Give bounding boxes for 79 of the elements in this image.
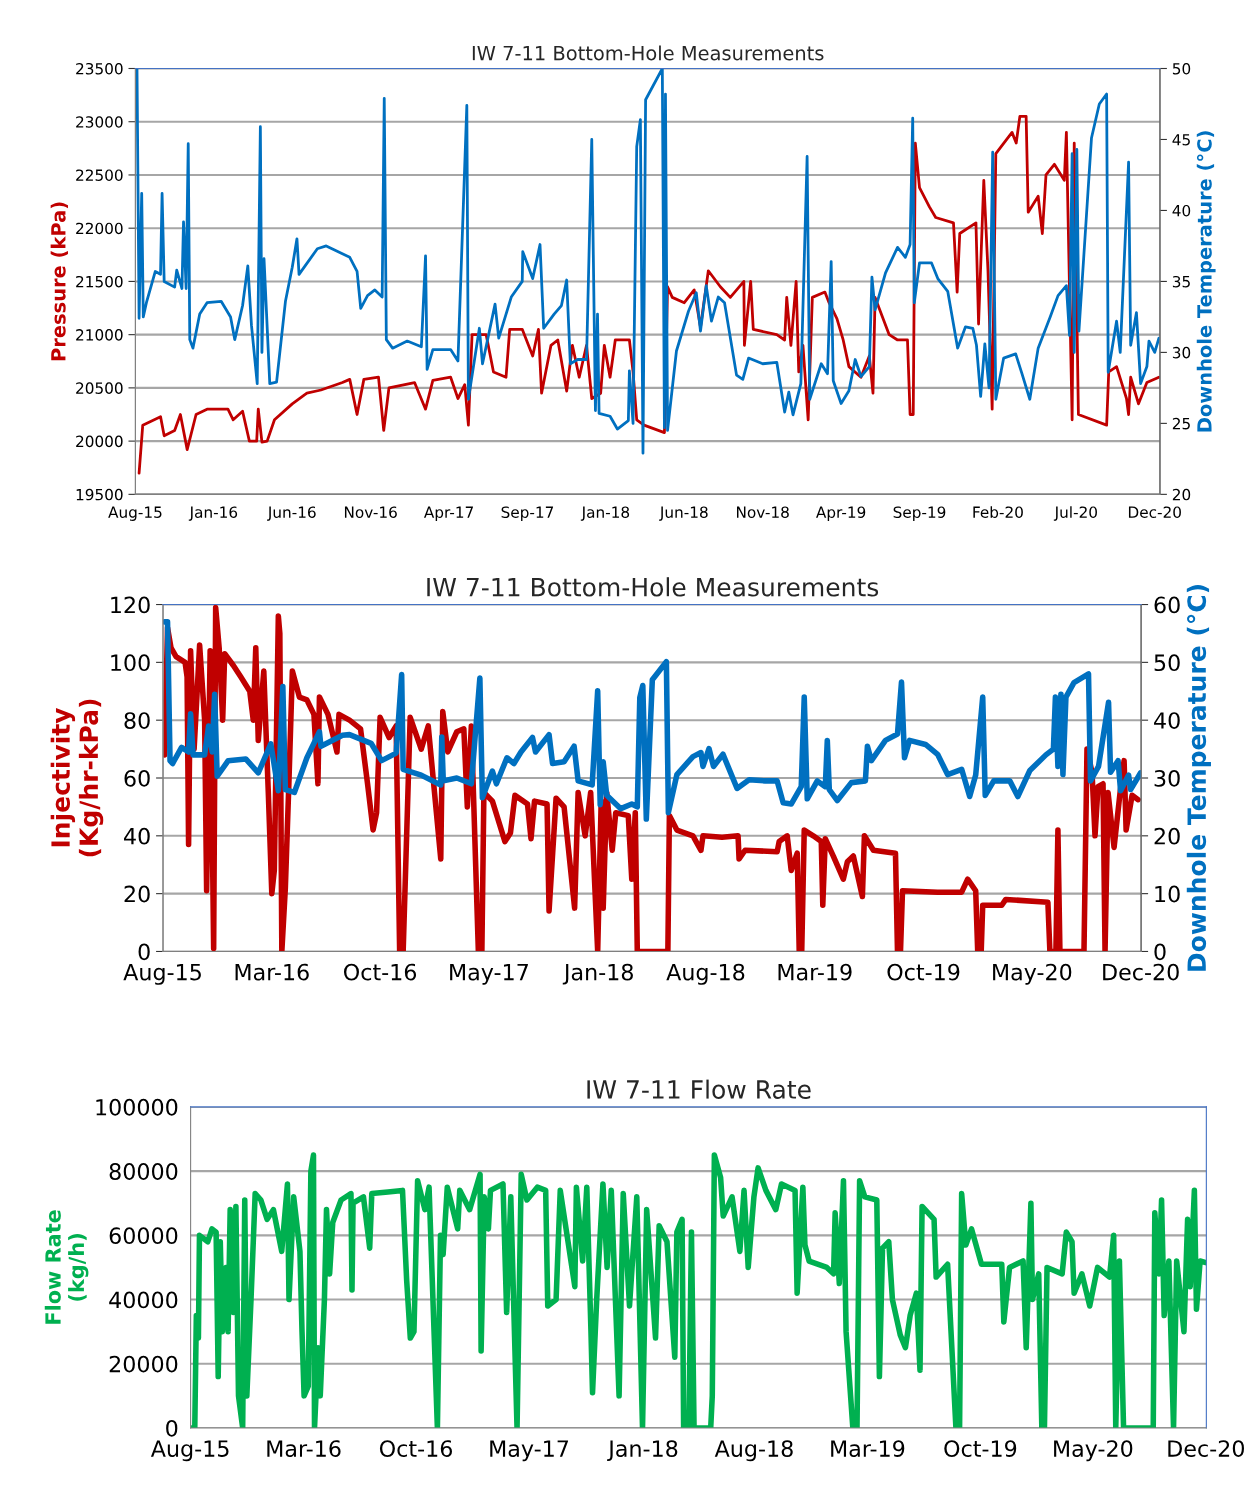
x-tick-label: Jul-20 xyxy=(1053,506,1097,521)
x-tick-label: Oct-19 xyxy=(887,963,960,981)
y2-tick-label: 60 xyxy=(1154,596,1180,614)
y-tick-label: 23000 xyxy=(76,116,123,128)
y-tick-label: 23500 xyxy=(76,62,123,75)
y2-tick-label: 25 xyxy=(1172,417,1190,430)
chart-title: IW 7-11 Bottom-Hole Measurements xyxy=(472,45,824,61)
y-tick-label: 100000 xyxy=(96,1098,178,1116)
x-tick-label: Mar-19 xyxy=(778,963,852,981)
line-series xyxy=(135,68,1160,455)
x-tick-label: Aug-18 xyxy=(666,963,745,985)
y2-tick-label: 20 xyxy=(1154,827,1180,845)
y2-tick-label: 50 xyxy=(1154,654,1180,672)
x-tick-label: Sep-17 xyxy=(501,506,554,521)
x-tick-label: May-17 xyxy=(450,963,528,985)
x-tick-label: Aug-15 xyxy=(108,506,162,521)
y-tick-label: 60000 xyxy=(109,1227,178,1245)
x-tick-label: May-20 xyxy=(993,963,1072,985)
y-tick-label: 20000 xyxy=(109,1355,178,1373)
y2-tick-label: 35 xyxy=(1172,275,1190,288)
x-tick-label: Jan-18 xyxy=(580,506,630,521)
y-tick-label: 120 xyxy=(111,596,150,614)
y-tick-label: 20000 xyxy=(76,435,123,448)
y-tick-label: 20 xyxy=(124,885,150,903)
y-tick-label: 40 xyxy=(124,827,150,845)
chart-title: IW 7-11 Flow Rate xyxy=(587,1079,811,1099)
y-tick-label: 21000 xyxy=(76,329,123,341)
x-tick-label: Aug-15 xyxy=(150,1440,229,1462)
y2-tick-label: 30 xyxy=(1154,769,1180,787)
x-tick-label: Jan-18 xyxy=(562,963,633,985)
x-tick-label: Dec-20 xyxy=(1128,506,1181,518)
x-tick-label: Mar-19 xyxy=(831,1440,905,1457)
x-tick-label: Dec-20 xyxy=(1103,963,1179,981)
y2-tick-label: 30 xyxy=(1172,346,1191,359)
y-axis-title: Flow Rate (kg/h) xyxy=(44,1210,89,1324)
y-tick-label: 19500 xyxy=(76,488,123,501)
y2-axis-title: Downhole Temperature (°C) xyxy=(1196,131,1216,432)
x-tick-label: Sep-19 xyxy=(893,506,946,521)
x-tick-label: Jun-18 xyxy=(659,506,708,521)
x-tick-label: Jun-16 xyxy=(267,506,316,521)
y-tick-label: 60 xyxy=(124,769,150,787)
x-tick-label: Feb-20 xyxy=(973,506,1023,518)
x-tick-label: Oct-19 xyxy=(944,1440,1017,1457)
y-tick-label: 22000 xyxy=(76,222,123,235)
y-tick-label: 21500 xyxy=(76,275,123,288)
y-tick-label: 22500 xyxy=(76,169,123,181)
y-tick-label: 80000 xyxy=(109,1163,178,1180)
y-tick-label: 40000 xyxy=(109,1291,178,1309)
y2-axis-title: Downhole Temperature (°C) xyxy=(1186,585,1211,971)
x-tick-label: Dec-20 xyxy=(1168,1440,1244,1457)
y-tick-label: 0 xyxy=(138,943,150,961)
y-axis-title: Injectivity (Kg/hr-kPa) xyxy=(50,699,104,857)
x-tick-label: Aug-15 xyxy=(123,963,201,985)
x-tick-label: Oct-16 xyxy=(343,963,417,981)
y-tick-label: 80 xyxy=(124,712,150,729)
y-axis-title: Pressure (kPa) xyxy=(50,202,68,361)
x-tick-label: May-20 xyxy=(1054,1440,1133,1462)
y2-tick-label: 10 xyxy=(1155,885,1180,903)
x-tick-label: Jan-16 xyxy=(188,506,238,521)
y-tick-label: 100 xyxy=(111,654,150,672)
x-tick-label: Apr-19 xyxy=(816,506,866,521)
y-tick-label: 20500 xyxy=(76,382,123,394)
y2-tick-label: 40 xyxy=(1154,712,1180,729)
x-tick-label: Oct-16 xyxy=(379,1440,452,1457)
y2-tick-label: 45 xyxy=(1172,134,1190,146)
x-tick-label: Mar-16 xyxy=(267,1440,341,1457)
x-tick-label: Aug-18 xyxy=(714,1440,793,1462)
y2-tick-label: 20 xyxy=(1172,488,1191,501)
y2-tick-label: 0 xyxy=(1154,943,1166,961)
y-tick-label: 0 xyxy=(166,1419,178,1437)
x-tick-label: Apr-17 xyxy=(423,506,473,521)
x-tick-label: Mar-16 xyxy=(235,963,309,981)
x-tick-label: Jan-18 xyxy=(607,1440,678,1462)
y2-tick-label: 50 xyxy=(1172,62,1191,75)
chart-title: IW 7-11 Bottom-Hole Measurements xyxy=(427,577,879,597)
x-tick-label: Nov-18 xyxy=(737,506,789,518)
x-tick-label: May-17 xyxy=(490,1440,569,1462)
y2-tick-label: 40 xyxy=(1172,204,1191,217)
x-tick-label: Nov-16 xyxy=(344,506,397,518)
